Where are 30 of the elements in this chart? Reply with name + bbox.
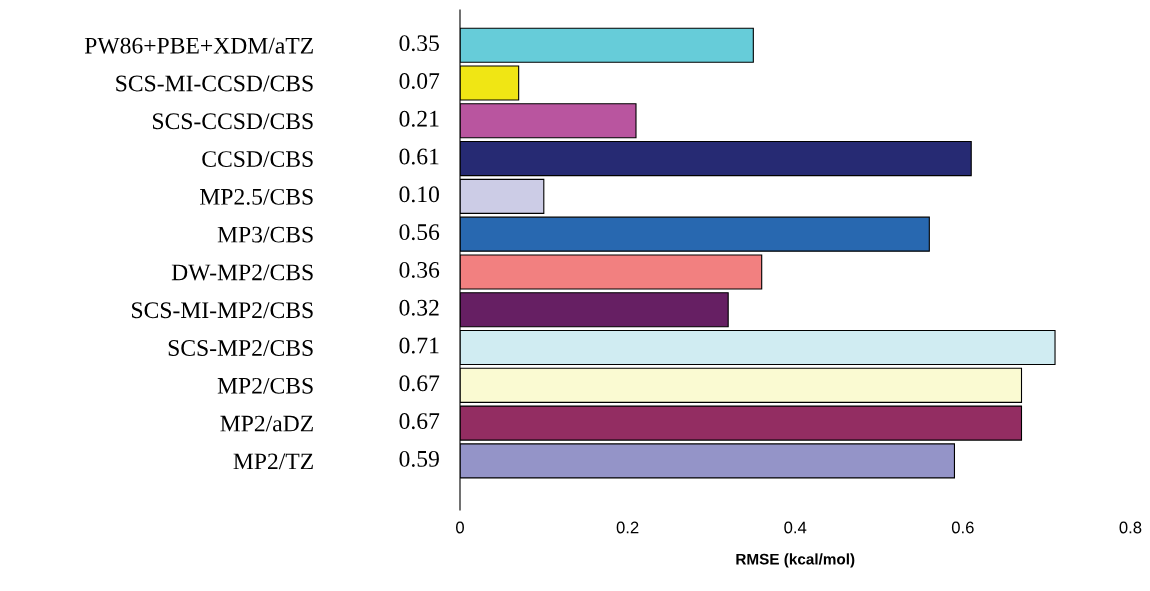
x-tick-label: 0.8 [1119,521,1142,534]
y-tick-label: PW86+PBE+XDM/aTZ [84,37,313,54]
data-label: 0.67 [399,413,440,430]
y-tick-label: MP2/aDZ [220,415,313,432]
y-tick-label: SCS-MP2/CBS [168,340,313,356]
data-label: 0.10 [399,186,439,203]
x-tick-label: 0 [456,521,464,534]
y-tick-label: MP2/CBS [217,377,313,394]
data-label: 0.07 [399,72,440,89]
x-tick-label: 0.2 [616,521,639,534]
y-tick-label: DW-MP2/CBS [171,264,313,281]
y-tick-label: SCS-CCSD/CBS [153,113,313,130]
x-tick-label: 0.6 [951,521,974,534]
data-label: 0.21 [399,110,439,127]
data-label: 0.59 [399,450,439,467]
data-label: 0.35 [399,35,439,52]
y-tick-label: SCS-MI-CCSD/CBS [116,75,313,92]
data-label: 0.56 [399,224,440,241]
x-axis-title: RMSE (kcal/mol) [736,553,855,568]
data-label: 0.36 [399,261,440,278]
y-tick-label: MP2/TZ [233,453,313,470]
y-tick-label: MP2.5/CBS [200,188,313,205]
data-label: 0.32 [399,299,439,316]
data-label: 0.61 [399,148,439,165]
y-tick-label: SCS-MI-MP2/CBS [132,302,313,319]
y-tick-label: MP3/CBS [217,226,313,243]
data-label: 0.71 [399,337,439,354]
y-tick-label: CCSD/CBS [202,151,313,167]
data-label: 0.67 [399,375,440,392]
x-tick-label: 0.4 [784,521,807,534]
